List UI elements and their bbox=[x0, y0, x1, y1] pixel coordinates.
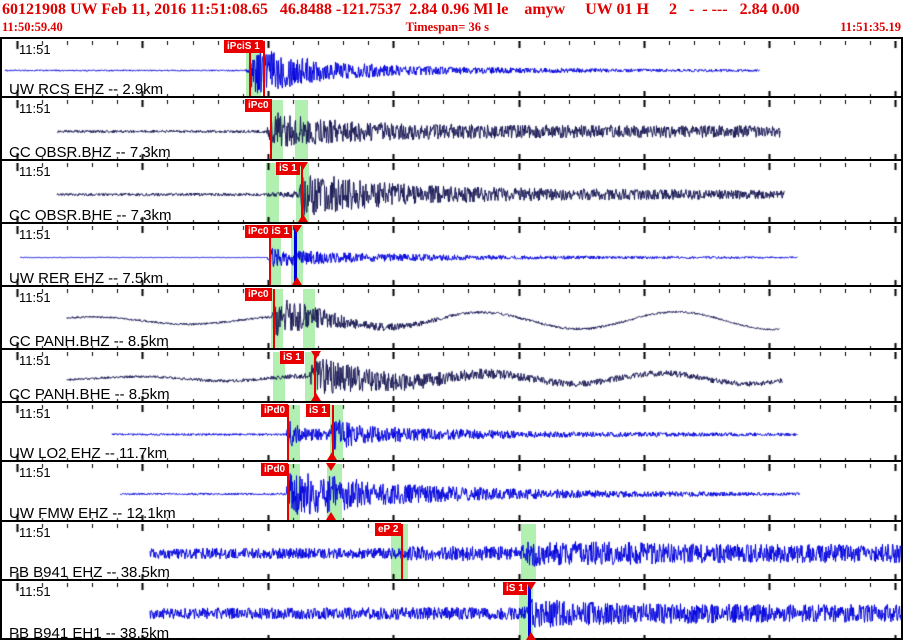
minute-label: 11:51 bbox=[19, 101, 51, 116]
waveform-canvas[interactable] bbox=[2, 524, 901, 579]
minute-label: 11:51 bbox=[19, 584, 51, 599]
station-label: UW LO2 EHZ -- 11.7km bbox=[9, 445, 168, 460]
minute-label: 11:51 bbox=[19, 290, 51, 305]
pick-marker-down-icon[interactable] bbox=[526, 582, 536, 590]
pick-line[interactable] bbox=[287, 464, 289, 520]
trace-panel[interactable]: iS 1 11:51 PB B941 EH1 -- 38.5km bbox=[2, 579, 901, 640]
phase-pick-flag[interactable]: iPd0 bbox=[261, 404, 289, 417]
pick-marker-up-icon[interactable] bbox=[292, 277, 302, 285]
pick-line[interactable] bbox=[314, 352, 316, 401]
pick-line[interactable] bbox=[332, 405, 334, 460]
pick-line[interactable] bbox=[301, 163, 303, 222]
minute-label: 11:51 bbox=[19, 465, 51, 480]
trace-panel[interactable]: iPd0 iS 1 11:51 UW LO2 EHZ -- 11.7km bbox=[2, 401, 901, 460]
waveform-canvas[interactable] bbox=[2, 226, 901, 285]
pick-marker-up-icon[interactable] bbox=[326, 512, 336, 520]
pick-marker-down-icon[interactable] bbox=[326, 463, 336, 471]
trace-panel[interactable]: iPc0 11:51 CC PANH.BHZ -- 8.5km bbox=[2, 285, 901, 348]
minute-label: 11:51 bbox=[19, 353, 51, 368]
pick-line[interactable] bbox=[269, 226, 271, 285]
waveform-canvas[interactable] bbox=[2, 289, 901, 348]
event-header: 60121908 UW Feb 11, 2016 11:51:08.65 46.… bbox=[2, 1, 800, 18]
station-label: CC OBSR.BHZ -- 7.3km bbox=[9, 144, 171, 159]
station-label: UW RCS EHZ -- 2.9km bbox=[9, 81, 164, 96]
pick-marker-up-icon[interactable] bbox=[327, 452, 337, 460]
trace-panel[interactable]: eP 2 11:51 PB B941 EHZ -- 38.5km bbox=[2, 520, 901, 579]
station-label: CC OBSR.BHE -- 7.3km bbox=[9, 207, 172, 222]
phase-pick-flag[interactable]: iS 1 bbox=[276, 162, 300, 175]
station-label: CC PANH.BHZ -- 8.5km bbox=[9, 333, 169, 348]
pick-line[interactable] bbox=[263, 41, 265, 96]
minute-label: 11:51 bbox=[19, 406, 51, 421]
minute-label: 11:51 bbox=[19, 42, 51, 57]
station-label: PB B941 EHZ -- 38.5km bbox=[9, 564, 170, 579]
window-start-time: 11:50:59.40 bbox=[2, 20, 63, 34]
clipped-arrival-line bbox=[294, 226, 297, 285]
minute-label: 11:51 bbox=[19, 227, 51, 242]
minute-label: 11:51 bbox=[19, 525, 51, 540]
waveform-canvas[interactable] bbox=[2, 583, 901, 640]
pick-line[interactable] bbox=[287, 405, 289, 460]
station-label: CC PANH.BHE -- 8.5km bbox=[9, 386, 170, 401]
phase-pick-flag[interactable]: iPc0 bbox=[245, 288, 272, 301]
station-label: UW RER EHZ -- 7.5km bbox=[9, 270, 164, 285]
pick-marker-down-icon[interactable] bbox=[292, 225, 302, 233]
pick-marker-up-icon[interactable] bbox=[311, 393, 321, 401]
waveform-canvas[interactable] bbox=[2, 100, 901, 159]
pick-marker-down-icon[interactable] bbox=[311, 351, 321, 359]
minute-label: 11:51 bbox=[19, 164, 51, 179]
trace-panel[interactable]: iPd0 11:51 UW FMW EHZ -- 12.1km bbox=[2, 460, 901, 520]
pick-marker-up-icon[interactable] bbox=[526, 632, 536, 640]
phase-pick-flag[interactable]: iPc0 iS 1 bbox=[245, 225, 293, 238]
pick-marker-up-icon[interactable] bbox=[298, 214, 308, 222]
pick-line[interactable] bbox=[273, 289, 275, 348]
pick-line[interactable] bbox=[249, 41, 251, 96]
timespan-label: Timespan= 36 s bbox=[405, 20, 489, 34]
phase-pick-flag[interactable]: eP 2 bbox=[375, 523, 402, 536]
phase-pick-flag[interactable]: iPd0 bbox=[261, 463, 289, 476]
trace-panel[interactable]: iPc0 11:51 CC OBSR.BHZ -- 7.3km bbox=[2, 96, 901, 159]
waveform-canvas[interactable] bbox=[2, 405, 901, 460]
phase-pick-flag[interactable]: iPc0 bbox=[245, 99, 272, 112]
trace-panel[interactable]: iS 1 11:51 CC OBSR.BHE -- 7.3km bbox=[2, 159, 901, 222]
phase-pick-flag[interactable]: iS 1 bbox=[280, 351, 304, 364]
pick-line[interactable] bbox=[270, 100, 272, 159]
waveform-canvas[interactable] bbox=[2, 163, 901, 222]
time-axis-header: 11:50:59.40 Timespan= 36 s 11:51:35.19 bbox=[0, 20, 903, 37]
trace-plot-area[interactable]: iPciS 1 11:51 UW RCS EHZ -- 2.9km iPc0 11:51… bbox=[0, 37, 903, 640]
clipped-arrival-line bbox=[528, 583, 531, 640]
station-label: PB B941 EH1 -- 38.5km bbox=[9, 625, 170, 640]
phase-pick-flag[interactable]: iS 1 bbox=[306, 404, 330, 417]
trace-panel[interactable]: iS 1 11:51 CC PANH.BHE -- 8.5km bbox=[2, 348, 901, 401]
phase-pick-flag[interactable]: iS 1 bbox=[503, 582, 527, 595]
pick-marker-down-icon[interactable] bbox=[298, 162, 308, 170]
pick-line[interactable] bbox=[401, 524, 403, 579]
phase-pick-flag[interactable]: iPciS 1 bbox=[224, 40, 263, 53]
window-end-time: 11:51:35.19 bbox=[840, 20, 901, 34]
trace-panel[interactable]: iPc0 iS 1 11:51 UW RER EHZ -- 7.5km bbox=[2, 222, 901, 285]
trace-panel[interactable]: iPciS 1 11:51 UW RCS EHZ -- 2.9km bbox=[2, 37, 901, 96]
waveform-canvas[interactable] bbox=[2, 464, 901, 520]
waveform-canvas[interactable] bbox=[2, 41, 901, 96]
waveform-canvas[interactable] bbox=[2, 352, 901, 401]
station-label: UW FMW EHZ -- 12.1km bbox=[9, 505, 176, 520]
